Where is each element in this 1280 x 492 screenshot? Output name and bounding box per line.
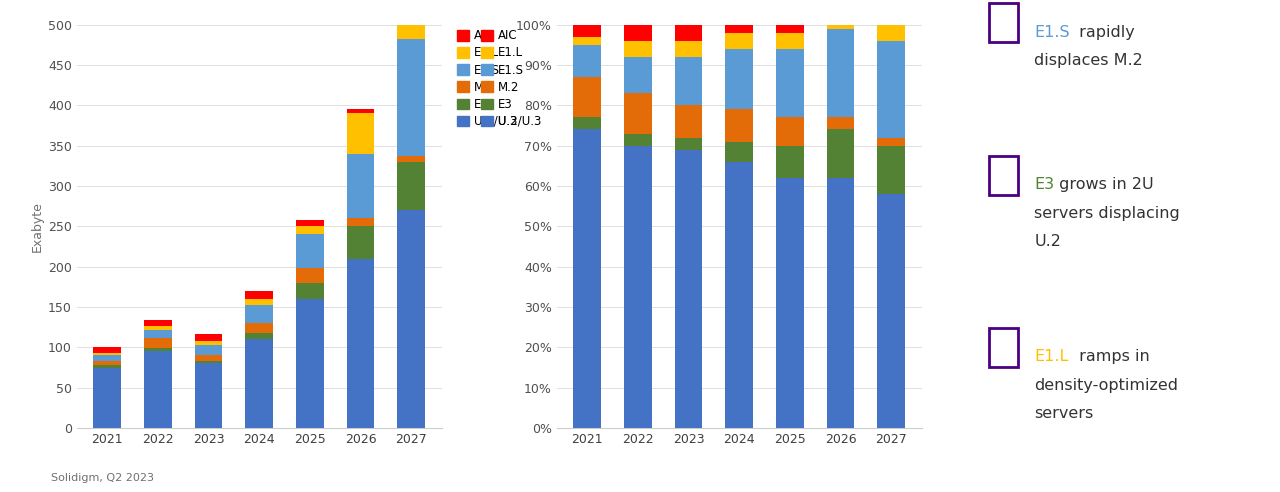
Bar	[195, 341, 223, 345]
Bar	[675, 41, 703, 57]
Bar	[145, 320, 172, 326]
Bar	[675, 57, 703, 105]
Bar	[397, 162, 425, 210]
Bar	[397, 156, 425, 162]
Bar	[726, 49, 753, 109]
Bar	[625, 25, 652, 41]
Bar	[573, 77, 602, 118]
Bar	[93, 365, 122, 368]
Bar	[93, 355, 122, 361]
Bar	[726, 32, 753, 49]
Bar	[296, 220, 324, 226]
Bar	[246, 333, 273, 339]
Bar	[625, 93, 652, 133]
Bar	[347, 226, 374, 259]
Bar	[776, 32, 804, 49]
Bar	[296, 299, 324, 428]
Text: ramps in: ramps in	[1074, 349, 1149, 364]
Bar	[347, 218, 374, 226]
Text: density-optimized: density-optimized	[1034, 378, 1179, 393]
Bar	[347, 259, 374, 428]
Bar	[675, 25, 703, 41]
Bar	[93, 346, 122, 353]
Bar	[145, 326, 172, 331]
Bar	[195, 345, 223, 355]
Bar	[625, 133, 652, 146]
Bar	[776, 118, 804, 146]
Bar	[675, 150, 703, 428]
Bar	[675, 138, 703, 150]
Bar	[195, 361, 223, 364]
Bar	[347, 109, 374, 113]
Text: E1.L: E1.L	[1034, 349, 1069, 364]
Bar	[246, 339, 273, 428]
Bar	[93, 368, 122, 428]
Bar	[296, 283, 324, 299]
Bar	[675, 105, 703, 138]
Y-axis label: Exabyte: Exabyte	[31, 201, 44, 252]
Bar	[877, 138, 905, 146]
Bar	[573, 118, 602, 129]
Bar	[397, 0, 425, 39]
Bar	[573, 45, 602, 77]
Bar	[145, 351, 172, 428]
Bar	[625, 57, 652, 93]
Bar	[573, 4, 602, 37]
Bar	[827, 178, 854, 428]
Bar	[246, 323, 273, 333]
Text: Solidigm, Q2 2023: Solidigm, Q2 2023	[51, 473, 154, 483]
Text: displaces M.2: displaces M.2	[1034, 53, 1143, 68]
Bar	[877, 194, 905, 428]
Bar	[776, 146, 804, 178]
Bar	[726, 142, 753, 162]
Bar	[195, 355, 223, 361]
Bar	[877, 146, 905, 194]
Bar	[347, 154, 374, 218]
Bar	[296, 234, 324, 268]
Bar	[877, 0, 905, 41]
Bar	[347, 113, 374, 154]
Bar	[726, 21, 753, 32]
Bar	[145, 331, 172, 338]
Bar	[726, 109, 753, 142]
Text: servers: servers	[1034, 406, 1093, 421]
Bar	[397, 39, 425, 156]
Bar	[827, 129, 854, 178]
Bar	[296, 268, 324, 283]
Bar	[195, 335, 223, 341]
Bar	[877, 41, 905, 138]
Bar	[776, 49, 804, 118]
Legend: AIC, E1.L, E1.S, M.2, E3, U.2/U.3: AIC, E1.L, E1.S, M.2, E3, U.2/U.3	[476, 25, 545, 133]
Bar	[573, 129, 602, 428]
Bar	[145, 338, 172, 348]
Bar	[827, 118, 854, 129]
Bar	[246, 299, 273, 306]
Bar	[726, 162, 753, 428]
Bar	[776, 178, 804, 428]
Legend: AIC, E1.L, E1.S, M.2, E3, U.2/U.3: AIC, E1.L, E1.S, M.2, E3, U.2/U.3	[453, 25, 522, 133]
Bar	[573, 37, 602, 45]
Bar	[625, 146, 652, 428]
Text: U.2: U.2	[1034, 234, 1061, 249]
Bar	[397, 210, 425, 428]
Text: rapidly: rapidly	[1074, 25, 1135, 39]
Bar	[625, 41, 652, 57]
Bar	[246, 291, 273, 299]
Text: E1.S: E1.S	[1034, 25, 1070, 39]
Bar	[93, 361, 122, 365]
Text: grows in 2U: grows in 2U	[1055, 177, 1153, 192]
Bar	[93, 353, 122, 355]
Bar	[195, 364, 223, 428]
Bar	[827, 0, 854, 29]
Text: servers displacing: servers displacing	[1034, 206, 1180, 220]
Bar	[776, 25, 804, 32]
Text: E3: E3	[1034, 177, 1055, 192]
Bar	[145, 348, 172, 351]
Bar	[246, 306, 273, 323]
Bar	[827, 29, 854, 118]
Bar	[296, 226, 324, 234]
